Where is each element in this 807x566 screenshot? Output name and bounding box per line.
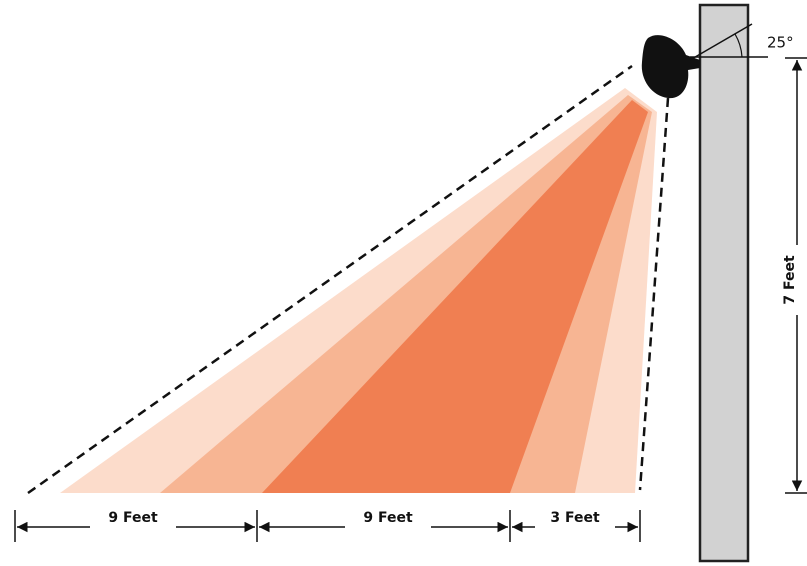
dist-label-bg <box>345 508 431 528</box>
distance-label: 9 Feet <box>363 510 413 526</box>
height-label: 7 Feet <box>782 255 798 305</box>
coverage-inner <box>262 100 648 493</box>
distance-label: 3 Feet <box>550 510 600 526</box>
angle-label: 25° <box>767 34 794 52</box>
wall <box>698 3 750 563</box>
angle-arc <box>734 33 743 58</box>
sensor <box>641 35 700 99</box>
dist-label-bg <box>90 508 176 528</box>
boundary-right <box>638 97 670 491</box>
dist-label-bg <box>535 508 615 528</box>
angle-tilted <box>689 23 753 61</box>
distance-label: 9 Feet <box>108 510 158 526</box>
boundary-left <box>27 64 633 495</box>
height-label-bg <box>780 245 800 315</box>
